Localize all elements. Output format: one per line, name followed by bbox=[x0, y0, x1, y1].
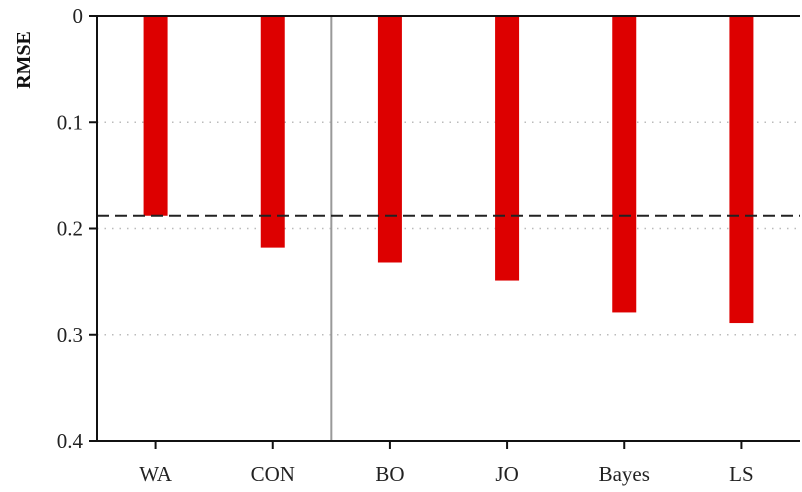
bar-con bbox=[260, 16, 285, 248]
grid-layer bbox=[97, 121, 800, 336]
axes-layer bbox=[89, 15, 800, 449]
bar-wa bbox=[143, 16, 168, 216]
x-tick-label-ls: LS bbox=[729, 462, 754, 486]
bar-bo bbox=[377, 16, 402, 263]
bar-jo bbox=[495, 16, 520, 281]
y-axis-title: RMSE bbox=[13, 31, 35, 89]
labels-layer: 0 0.1 0.2 0.3 0.4 WA CON BO JO Bayes LS bbox=[57, 4, 754, 486]
y-tick-label: 0.3 bbox=[57, 323, 83, 347]
bar-bayes bbox=[612, 16, 637, 313]
reference-layer bbox=[97, 16, 800, 441]
y-tick-label: 0.1 bbox=[57, 110, 83, 134]
x-tick-label-jo: JO bbox=[495, 462, 518, 486]
x-tick-label-wa: WA bbox=[139, 462, 172, 486]
y-tick-label: 0.4 bbox=[57, 429, 84, 453]
y-tick-label: 0 bbox=[73, 4, 84, 28]
bars-layer bbox=[143, 16, 754, 324]
x-tick-label-con: CON bbox=[251, 462, 295, 486]
bar-ls bbox=[729, 16, 754, 324]
x-tick-label-bayes: Bayes bbox=[599, 462, 650, 486]
y-tick-label: 0.2 bbox=[57, 217, 83, 241]
x-tick-label-bo: BO bbox=[375, 462, 404, 486]
